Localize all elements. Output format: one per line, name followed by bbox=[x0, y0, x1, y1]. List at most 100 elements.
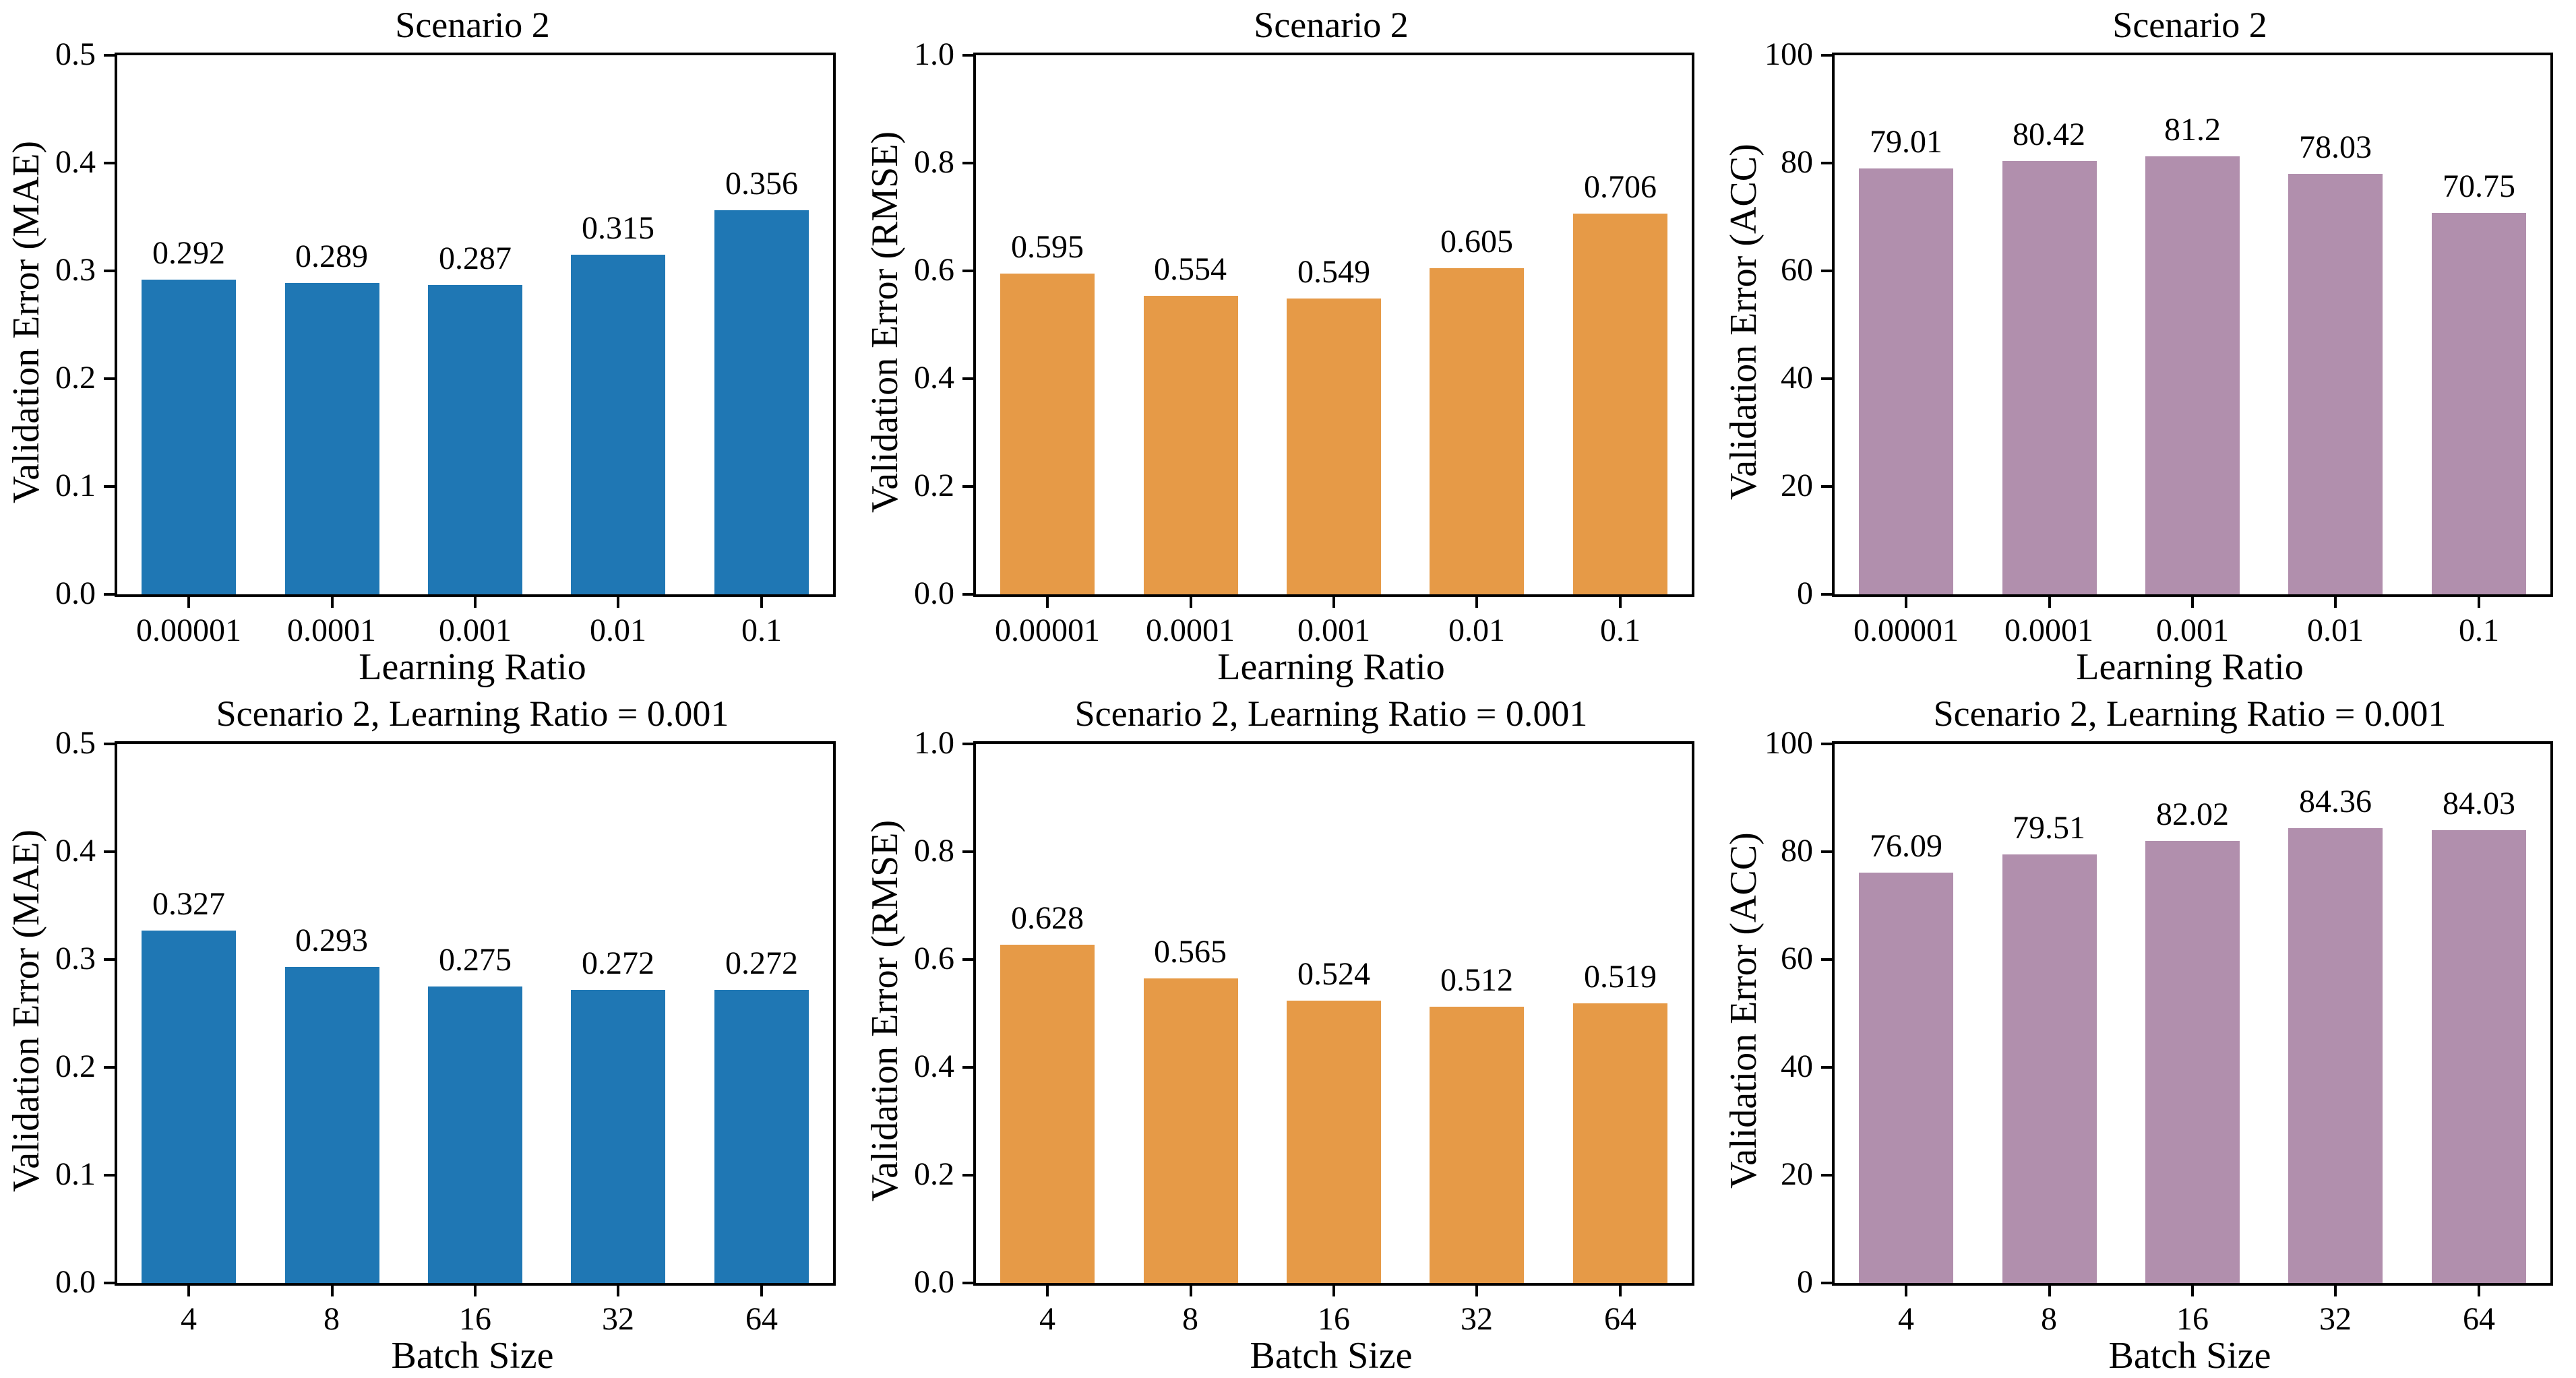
bar bbox=[714, 210, 809, 594]
y-tick-label: 0.4 bbox=[914, 1048, 954, 1084]
bar-value-label: 70.75 bbox=[2443, 168, 2515, 204]
plot-area: 0 20 40 60 80 100 79.01 0.00001 80.42 0.0001 81.2 0… bbox=[1765, 36, 2553, 648]
x-tick bbox=[474, 1286, 477, 1296]
bar-value-label: 0.519 bbox=[1584, 959, 1657, 995]
x-tick bbox=[1475, 597, 1478, 608]
bar-value-label: 0.289 bbox=[295, 239, 368, 274]
bar bbox=[714, 990, 809, 1283]
x-tick-label: 0.00001 bbox=[995, 613, 1100, 648]
y-tick bbox=[104, 1282, 115, 1284]
x-tick bbox=[2048, 1286, 2051, 1296]
chart-title: Scenario 2 bbox=[1254, 5, 1409, 45]
x-tick-label: 0.01 bbox=[1448, 613, 1505, 648]
y-tick bbox=[962, 485, 973, 488]
x-tick-label: 64 bbox=[745, 1301, 778, 1337]
bar-value-label: 0.628 bbox=[1011, 900, 1084, 936]
bar-value-label: 0.524 bbox=[1297, 956, 1370, 992]
bar bbox=[285, 283, 379, 594]
plot-area: 0.0 0.1 0.2 0.3 0.4 0.5 0.292 0.00001 0.289 0.000… bbox=[55, 36, 836, 648]
bar-value-label: 0.272 bbox=[582, 945, 654, 981]
x-axis-label: Learning Ratio bbox=[1217, 646, 1445, 688]
y-axis-label: Validation Error (ACC) bbox=[1723, 832, 1765, 1189]
bar bbox=[571, 990, 665, 1283]
chart-title: Scenario 2, Learning Ratio = 0.001 bbox=[216, 693, 729, 734]
chart-acc-vs-learning-ratio: Scenario 2 Validation Error (ACC) 0 20 40 6… bbox=[1717, 0, 2576, 689]
y-tick-label: 60 bbox=[1781, 941, 1813, 976]
x-tick bbox=[1475, 1286, 1478, 1296]
y-tick bbox=[962, 850, 973, 853]
y-tick bbox=[1821, 485, 1832, 488]
x-tick-label: 0.001 bbox=[2156, 613, 2229, 648]
x-axis-label: Learning Ratio bbox=[2076, 646, 2304, 688]
y-tick bbox=[1821, 958, 1832, 961]
y-axis-label: Validation Error (ACC) bbox=[1723, 144, 1765, 501]
bar-value-label: 0.292 bbox=[152, 235, 225, 271]
bar-value-label: 80.42 bbox=[2013, 117, 2085, 152]
bar bbox=[1144, 978, 1238, 1283]
bar-value-label: 0.565 bbox=[1154, 934, 1227, 970]
y-tick bbox=[962, 54, 973, 57]
x-tick bbox=[1332, 1286, 1335, 1296]
chart-title: Scenario 2 bbox=[2112, 5, 2267, 45]
y-tick-label: 20 bbox=[1781, 468, 1813, 503]
y-tick bbox=[104, 270, 115, 272]
y-tick-label: 0 bbox=[1797, 575, 1813, 611]
bar-value-label: 78.03 bbox=[2299, 129, 2372, 165]
y-axis-label: Validation Error (RMSE) bbox=[864, 819, 906, 1202]
y-tick bbox=[962, 270, 973, 272]
y-tick-label: 0.3 bbox=[55, 941, 96, 976]
y-tick-label: 20 bbox=[1781, 1156, 1813, 1192]
bar-value-label: 79.01 bbox=[1870, 124, 1942, 160]
bar-value-label: 0.512 bbox=[1440, 962, 1513, 998]
x-tick-label: 4 bbox=[1039, 1301, 1055, 1337]
x-tick-label: 4 bbox=[181, 1301, 197, 1337]
y-tick-label: 0.5 bbox=[55, 36, 96, 72]
bar bbox=[2288, 828, 2383, 1283]
plot-area: 0.0 0.2 0.4 0.6 0.8 1.0 0.595 0.00001 0.554 0.000… bbox=[914, 36, 1694, 648]
y-tick-label: 0.6 bbox=[914, 941, 954, 976]
bar bbox=[2288, 174, 2383, 594]
bar bbox=[1430, 268, 1524, 594]
chart-acc-vs-batch-size: Scenario 2, Learning Ratio = 0.001 Valid… bbox=[1717, 689, 2576, 1378]
y-tick-label: 0.2 bbox=[914, 468, 954, 503]
y-tick-label: 0.3 bbox=[55, 252, 96, 288]
y-tick bbox=[962, 162, 973, 164]
bar bbox=[1287, 1001, 1381, 1283]
plot-area: 0.0 0.2 0.4 0.6 0.8 1.0 0.628 4 0.565 8 0.524 16 0.5… bbox=[914, 725, 1694, 1337]
y-tick-label: 100 bbox=[1765, 725, 1813, 761]
x-tick bbox=[331, 1286, 334, 1296]
bar bbox=[571, 255, 665, 594]
bar-value-label: 0.327 bbox=[152, 886, 225, 922]
bar-value-label: 82.02 bbox=[2156, 796, 2229, 832]
x-tick bbox=[1046, 597, 1049, 608]
plot-area: 0 20 40 60 80 100 76.09 4 79.51 8 82.02 16 84.36 32 84… bbox=[1765, 725, 2553, 1337]
y-tick bbox=[962, 593, 973, 596]
bar bbox=[142, 280, 236, 594]
bar bbox=[2145, 156, 2240, 594]
x-tick bbox=[760, 1286, 763, 1296]
y-tick-label: 40 bbox=[1781, 360, 1813, 396]
x-axis-label: Batch Size bbox=[391, 1335, 554, 1377]
bar bbox=[2432, 830, 2526, 1283]
y-tick bbox=[104, 377, 115, 380]
y-tick bbox=[1821, 743, 1832, 745]
y-axis-label: Validation Error (RMSE) bbox=[864, 131, 906, 513]
y-tick bbox=[104, 1174, 115, 1177]
y-tick-label: 0.2 bbox=[55, 1048, 96, 1084]
y-tick-label: 0.4 bbox=[55, 144, 96, 180]
x-tick-label: 0.01 bbox=[590, 613, 646, 648]
bar bbox=[1430, 1007, 1524, 1283]
y-tick-label: 0.4 bbox=[914, 360, 954, 396]
bar-value-label: 0.272 bbox=[725, 945, 798, 981]
x-tick bbox=[1619, 1286, 1622, 1296]
y-tick-label: 100 bbox=[1765, 36, 1813, 72]
x-tick-label: 0.00001 bbox=[1853, 613, 1959, 648]
bar bbox=[2002, 161, 2097, 594]
x-tick-label: 64 bbox=[2463, 1301, 2495, 1337]
bar bbox=[1144, 296, 1238, 594]
bar bbox=[1573, 214, 1667, 594]
x-tick-label: 64 bbox=[1604, 1301, 1636, 1337]
y-tick-label: 0 bbox=[1797, 1264, 1813, 1300]
y-tick bbox=[962, 958, 973, 961]
x-tick bbox=[1905, 597, 1907, 608]
